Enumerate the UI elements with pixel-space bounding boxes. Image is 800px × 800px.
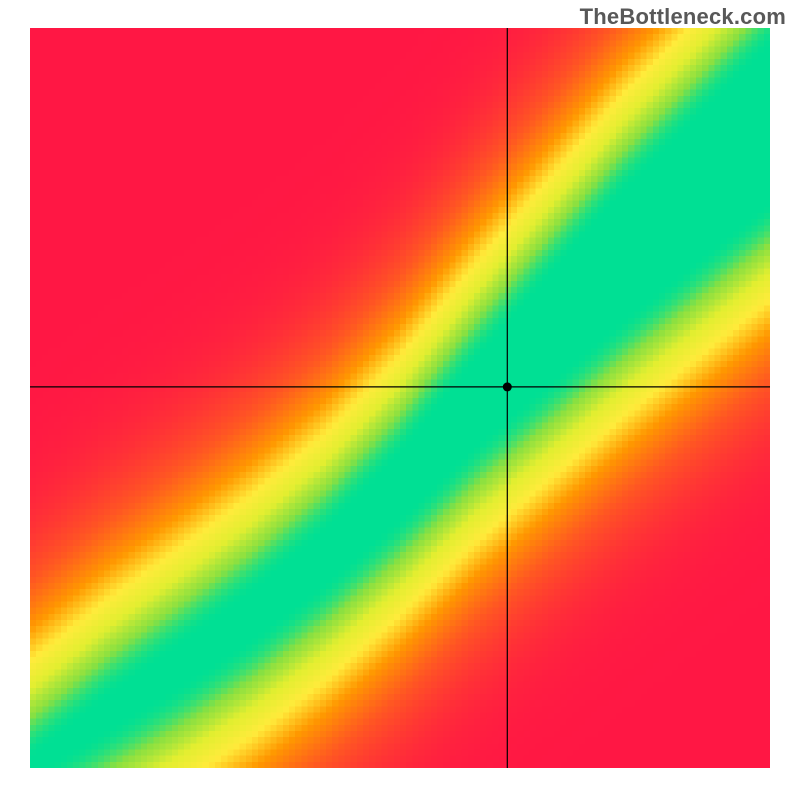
heatmap-canvas: [30, 28, 770, 768]
plot-area: [30, 28, 770, 768]
watermark-text: TheBottleneck.com: [580, 4, 786, 30]
chart-container: TheBottleneck.com: [0, 0, 800, 800]
